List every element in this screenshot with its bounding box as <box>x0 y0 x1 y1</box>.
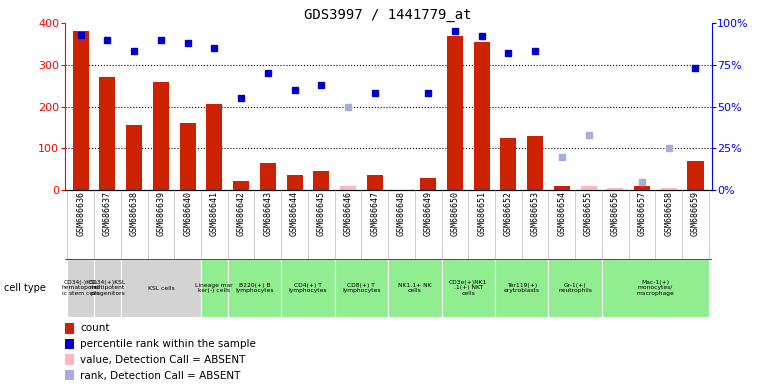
Bar <box>661 188 677 190</box>
Bar <box>388 259 441 317</box>
Bar <box>100 77 116 190</box>
Text: Lineage mar
ker(-) cells: Lineage mar ker(-) cells <box>196 283 233 293</box>
Bar <box>68 259 94 317</box>
Bar <box>73 31 89 190</box>
Bar <box>201 259 228 317</box>
Bar <box>206 104 222 190</box>
Text: KSL cells: KSL cells <box>148 285 174 291</box>
Text: GSM686647: GSM686647 <box>371 192 379 237</box>
Text: GSM686639: GSM686639 <box>157 192 165 237</box>
Bar <box>314 171 330 190</box>
Bar <box>420 179 436 190</box>
Text: CD34(+)KSL
multipotent
progenitors: CD34(+)KSL multipotent progenitors <box>89 280 126 296</box>
Text: GSM686638: GSM686638 <box>129 192 139 237</box>
Text: Gr-1(+)
neutrophils: Gr-1(+) neutrophils <box>559 283 592 293</box>
Text: GSM686649: GSM686649 <box>424 192 433 237</box>
Text: GSM686659: GSM686659 <box>691 192 700 237</box>
Bar <box>687 161 703 190</box>
Text: count: count <box>80 323 110 333</box>
Bar <box>554 186 570 190</box>
Text: GSM686650: GSM686650 <box>451 192 460 237</box>
Text: GSM686646: GSM686646 <box>343 192 352 237</box>
Text: percentile rank within the sample: percentile rank within the sample <box>80 339 256 349</box>
Text: GSM686658: GSM686658 <box>664 192 673 237</box>
Bar <box>65 354 75 365</box>
Text: GSM686657: GSM686657 <box>638 192 647 237</box>
Bar <box>335 259 388 317</box>
Bar <box>607 188 623 190</box>
Bar <box>441 259 495 317</box>
Text: GSM686641: GSM686641 <box>210 192 219 237</box>
Bar <box>581 186 597 190</box>
Bar <box>447 36 463 190</box>
Bar <box>65 323 75 334</box>
Text: B220(+) B
lymphocytes: B220(+) B lymphocytes <box>235 283 274 293</box>
Text: GSM686651: GSM686651 <box>477 192 486 237</box>
Text: GSM686656: GSM686656 <box>611 192 619 237</box>
Text: GSM686637: GSM686637 <box>103 192 112 237</box>
Text: Mac-1(+)
monocytes/
macrophage: Mac-1(+) monocytes/ macrophage <box>636 280 674 296</box>
Text: CD3e(+)NK1
.1(+) NKT
cells: CD3e(+)NK1 .1(+) NKT cells <box>449 280 488 296</box>
Bar <box>180 123 196 190</box>
Bar <box>153 81 169 190</box>
Text: NK1.1+ NK
cells: NK1.1+ NK cells <box>398 283 431 293</box>
Text: GSM686643: GSM686643 <box>263 192 272 237</box>
Text: Ter119(+)
erytroblasts: Ter119(+) erytroblasts <box>504 283 540 293</box>
Text: GSM686652: GSM686652 <box>504 192 513 237</box>
Bar <box>527 136 543 190</box>
Text: GSM686655: GSM686655 <box>584 192 593 237</box>
Bar <box>340 186 356 190</box>
Text: GSM686645: GSM686645 <box>317 192 326 237</box>
Bar <box>228 259 282 317</box>
Text: GSM686640: GSM686640 <box>183 192 192 237</box>
Bar <box>495 259 549 317</box>
Text: GSM686642: GSM686642 <box>237 192 246 237</box>
Text: GSM686654: GSM686654 <box>557 192 566 237</box>
Bar <box>260 163 275 190</box>
Bar <box>282 259 335 317</box>
Bar <box>602 259 708 317</box>
Bar <box>126 124 142 190</box>
Bar <box>233 181 249 190</box>
Text: GSM686648: GSM686648 <box>397 192 406 237</box>
Text: cell type: cell type <box>4 283 46 293</box>
Text: CD34(-)KSL
hematopoiet
ic stem cells: CD34(-)KSL hematopoiet ic stem cells <box>62 280 100 296</box>
Bar <box>94 259 121 317</box>
Text: value, Detection Call = ABSENT: value, Detection Call = ABSENT <box>80 355 246 365</box>
Text: CD8(+) T
lymphocytes: CD8(+) T lymphocytes <box>342 283 380 293</box>
Bar <box>367 175 383 190</box>
Text: CD4(+) T
lymphocytes: CD4(+) T lymphocytes <box>288 283 327 293</box>
Text: rank, Detection Call = ABSENT: rank, Detection Call = ABSENT <box>80 371 240 381</box>
Bar <box>287 175 303 190</box>
Bar <box>549 259 602 317</box>
Text: GSM686653: GSM686653 <box>530 192 540 237</box>
Bar <box>473 42 489 190</box>
Bar <box>65 370 75 381</box>
Bar <box>121 259 201 317</box>
Text: GSM686644: GSM686644 <box>290 192 299 237</box>
Bar <box>501 138 517 190</box>
Title: GDS3997 / 1441779_at: GDS3997 / 1441779_at <box>304 8 472 22</box>
Text: GSM686636: GSM686636 <box>76 192 85 237</box>
Bar <box>634 186 650 190</box>
Bar <box>65 339 75 349</box>
